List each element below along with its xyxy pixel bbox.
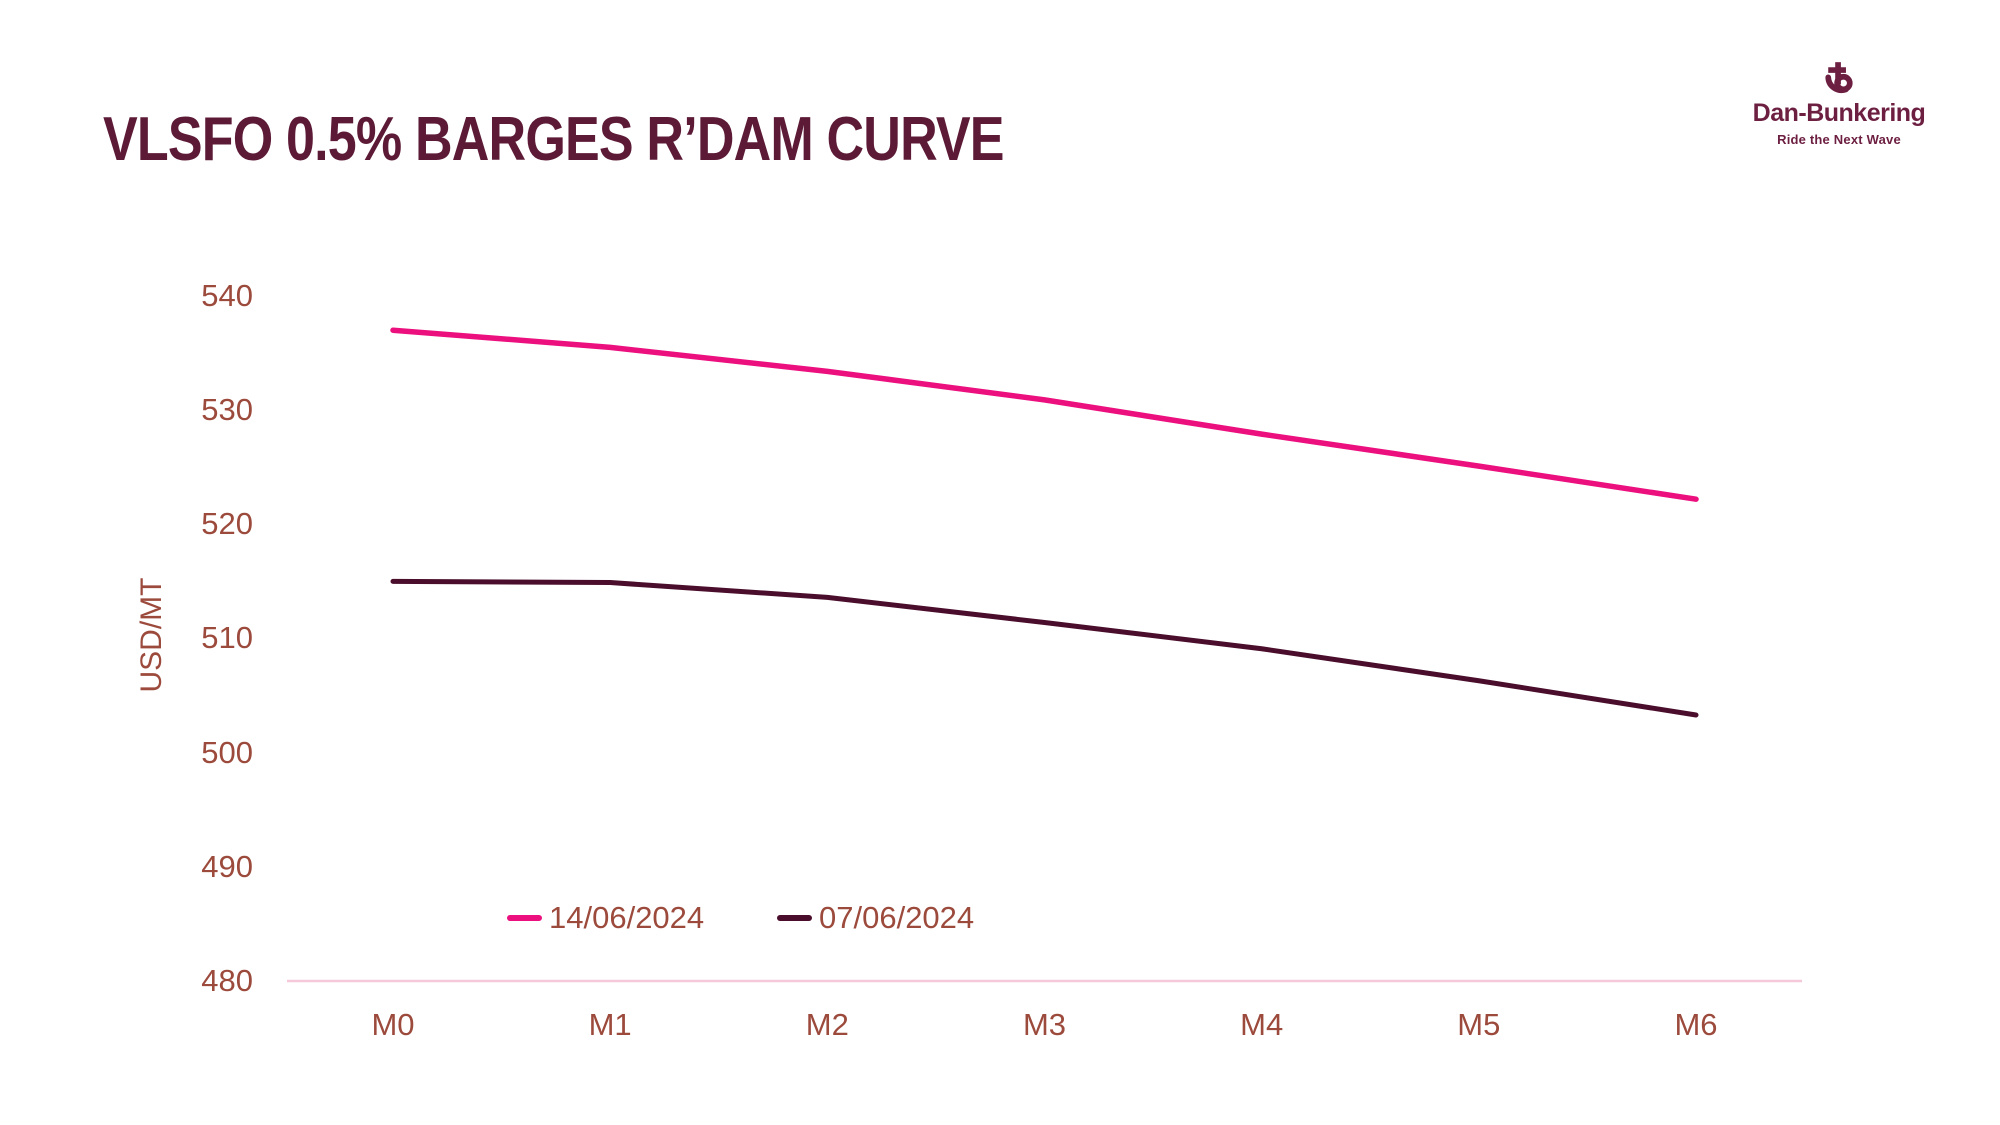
y-tick-label: 520 xyxy=(201,506,253,542)
y-tick-label: 530 xyxy=(201,392,253,428)
x-tick-label: M5 xyxy=(1457,1007,1501,1042)
y-tick-label: 500 xyxy=(201,734,253,770)
legend-label-series-2: 07/06/2024 xyxy=(819,900,975,935)
x-tick-label: M3 xyxy=(1022,1007,1067,1042)
legend-swatch-series-2 xyxy=(777,915,812,921)
y-tick-label: 540 xyxy=(201,277,253,313)
y-axis-title: USD/MT xyxy=(135,577,168,693)
x-tick-label: M0 xyxy=(371,1007,415,1042)
anchor-b-icon xyxy=(1739,58,1939,98)
logo-tagline: Ride the Next Wave xyxy=(1777,132,1901,147)
logo-name: Dan-Bunkering xyxy=(1752,99,1926,127)
x-tick-label: M4 xyxy=(1240,1007,1284,1042)
y-tick-label: 490 xyxy=(201,848,253,884)
y-tick-label: 510 xyxy=(201,620,253,656)
company-logo: Dan-Bunkering Ride the Next Wave xyxy=(1739,58,1939,147)
legend-label-series-1: 14/06/2024 xyxy=(549,900,705,935)
series-line-07-06-2024 xyxy=(390,578,1699,718)
x-tick-label: M2 xyxy=(805,1007,849,1042)
x-tick-label: M6 xyxy=(1674,1007,1718,1042)
y-tick-label: 480 xyxy=(201,963,253,998)
legend-swatch-series-1 xyxy=(507,915,542,921)
series-line-14-06-2024 xyxy=(390,327,1699,502)
x-tick-label: M1 xyxy=(588,1007,632,1042)
chart-title: VLSFO 0.5% BARGES R’DAM CURVE xyxy=(103,105,1005,174)
